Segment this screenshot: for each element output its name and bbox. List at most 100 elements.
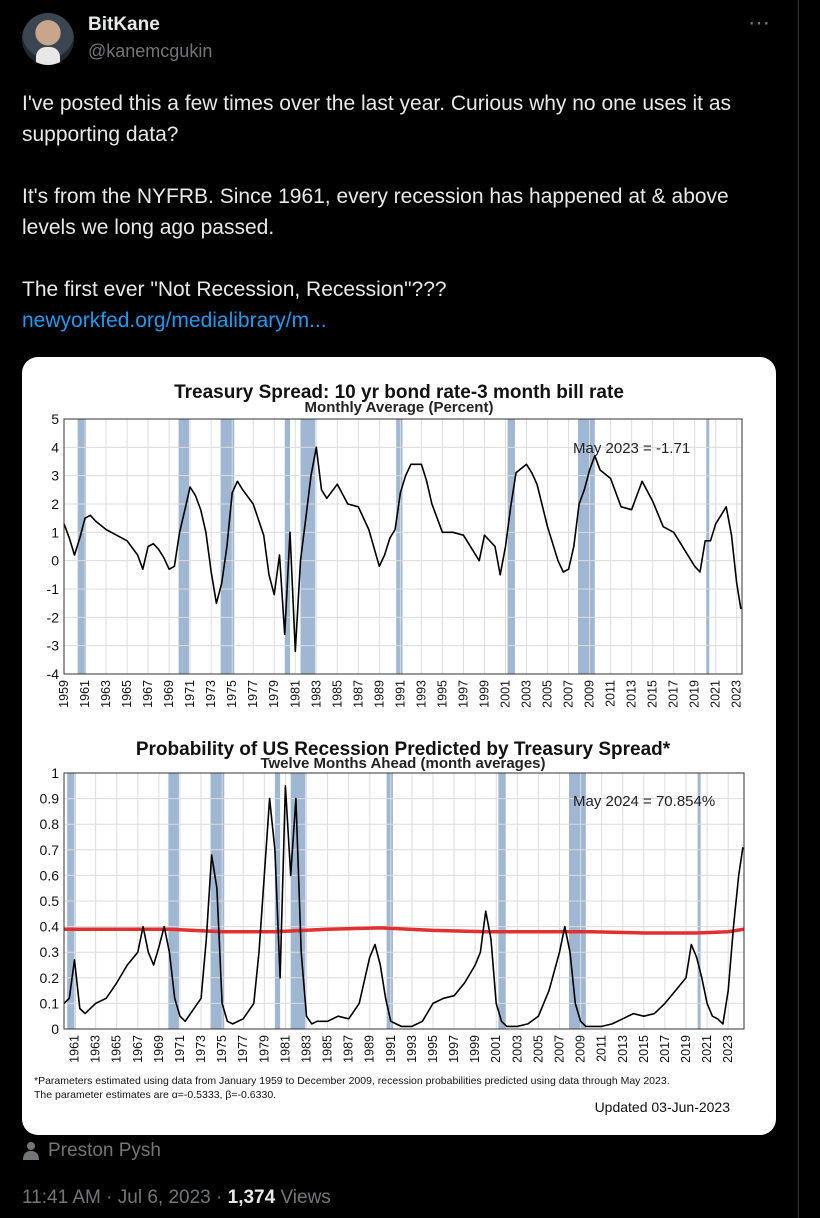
x-tick-label: 2021 [709,680,723,708]
chart2-title: Probability of US Recession Predicted by… [136,739,671,760]
x-tick-label: 1971 [173,1035,187,1063]
recession-band [706,419,710,674]
y-tick-label: -4 [47,666,60,682]
x-tick-label: 1995 [435,680,449,708]
user-handle[interactable]: @kanemcgukin [88,41,213,61]
x-tick-label: 1959 [57,680,71,708]
series-line [63,446,742,653]
chart2: 1 0.9 0.8 0.7 0.6 0.5 0.4 0.3 0.2 0.1 0 1961 1963 196… [40,765,745,1063]
x-tick-label: 1977 [246,680,260,708]
x-tick-label: 2005 [531,1035,545,1063]
image-attribution[interactable]: Preston Pysh [22,1140,161,1162]
y-tick-label: 0.2 [40,970,60,986]
timeline-divider [798,0,799,1218]
y-tick-label: 0 [51,1021,59,1037]
chart1-title: Treasury Spread: 10 yr bond rate-3 month… [174,382,624,403]
x-tick-label: 1997 [456,680,470,708]
tweet-paragraph: The first ever "Not Recession, Recession… [22,278,447,301]
x-tick-label: 1975 [215,1035,229,1063]
x-tick-label: 2017 [667,680,681,708]
x-tick-label: 1965 [110,1035,124,1063]
chart1-subtitle: Monthly Average (Percent) [305,399,494,416]
x-tick-label: 1963 [89,1035,103,1063]
x-tick-label: 1961 [68,1035,82,1063]
x-tick-label: 1985 [321,1035,335,1063]
x-tick-label: 1979 [257,1035,271,1063]
x-tick-label: 2017 [658,1035,672,1063]
updated-label: Updated 03-Jun-2023 [595,1099,731,1115]
x-tick-label: 1993 [405,1035,419,1063]
x-tick-label: 1993 [414,680,428,708]
x-tick-label: 1963 [99,680,113,708]
x-tick-label: 1991 [384,1035,398,1063]
x-tick-label: 1983 [299,1035,313,1063]
x-tick-label: 2003 [510,1035,524,1063]
x-tick-label: 2007 [553,1035,567,1063]
x-tick-label: 2009 [574,1035,588,1063]
footnote-line2: The parameter estimates are α=-0.5333, β… [34,1089,276,1101]
y-tick-label: 4 [51,439,59,455]
plot-frame [63,772,745,1030]
y-tick-label: 0.1 [40,995,60,1011]
x-tick-label: 2023 [721,1035,735,1063]
x-tick-label: 1989 [372,680,386,708]
y-tick-label: 0.9 [40,791,60,807]
charts-figure: Treasury Spread: 10 yr bond rate-3 month… [34,382,745,1115]
recession-band [507,419,515,674]
y-tick-label: 5 [51,411,59,427]
more-options-icon[interactable]: ⋯ [748,10,771,35]
y-tick-label: -2 [47,609,60,625]
x-tick-label: 1983 [309,680,323,708]
recession-band [77,419,87,674]
x-tick-label: 2019 [679,1035,693,1063]
display-name[interactable]: BitKane [88,14,160,35]
tweet-text: I've posted this a few times over the la… [22,88,787,336]
x-tick-label: 1987 [351,680,365,708]
x-tick-label: 2015 [637,1035,651,1063]
x-tick-label: 1995 [426,1035,440,1063]
tweet-link[interactable]: newyorkfed.org/medialibrary/m... [22,309,327,332]
x-tick-label: 2021 [700,1035,714,1063]
x-tick-label: 1973 [204,680,218,708]
x-tick-label: 1987 [342,1035,356,1063]
x-tick-label: 1973 [194,1035,208,1063]
separator: · [106,1187,113,1208]
attribution-name: Preston Pysh [48,1140,161,1161]
x-tick-label: 1969 [162,680,176,708]
footnote-line1: *Parameters estimated using data from Ja… [34,1075,670,1087]
y-tick-label: 0.3 [40,944,60,960]
x-tick-label: 1981 [278,1035,292,1063]
x-tick-label: 2001 [489,1035,503,1063]
x-tick-label: 1981 [288,680,302,708]
y-tick-label: 3 [51,468,59,484]
x-tick-label: 1999 [468,1035,482,1063]
y-tick-label: -1 [47,581,60,597]
tweet-paragraph: It's from the NYFRB. Since 1961, every r… [22,185,729,239]
y-tick-label: 2 [51,496,59,512]
x-tick-label: 1997 [447,1035,461,1063]
y-tick-label: 0.6 [40,867,60,883]
x-tick-label: 2023 [730,680,744,708]
avatar[interactable] [22,13,74,65]
y-tick-label: 0.8 [40,816,60,832]
y-tick-label: 0.7 [40,842,60,858]
attached-image[interactable]: Treasury Spread: 10 yr bond rate-3 month… [22,357,776,1135]
x-tick-label: 1975 [225,680,239,708]
y-tick-label: -3 [47,638,60,654]
recession-band [578,419,595,674]
x-tick-label: 1999 [477,680,491,708]
y-tick-label: 0.4 [40,919,60,935]
person-icon [23,1142,39,1160]
x-tick-label: 1989 [363,1035,377,1063]
y-tick-label: 1 [51,524,59,540]
series-line [63,784,744,1028]
tweet-time[interactable]: 11:41 AM [22,1187,101,1208]
chart2-subtitle: Twelve Months Ahead (month averages) [260,755,545,772]
y-tick-label: 0.5 [40,893,60,909]
views-count: 1,374 [227,1187,276,1208]
tweet-meta: 11:41 AM · Jul 6, 2023 · 1,374 Views [22,1187,331,1209]
tweet-date[interactable]: Jul 6, 2023 [117,1187,211,1208]
y-tick-label: 1 [51,765,59,781]
x-tick-label: 2013 [616,1035,630,1063]
